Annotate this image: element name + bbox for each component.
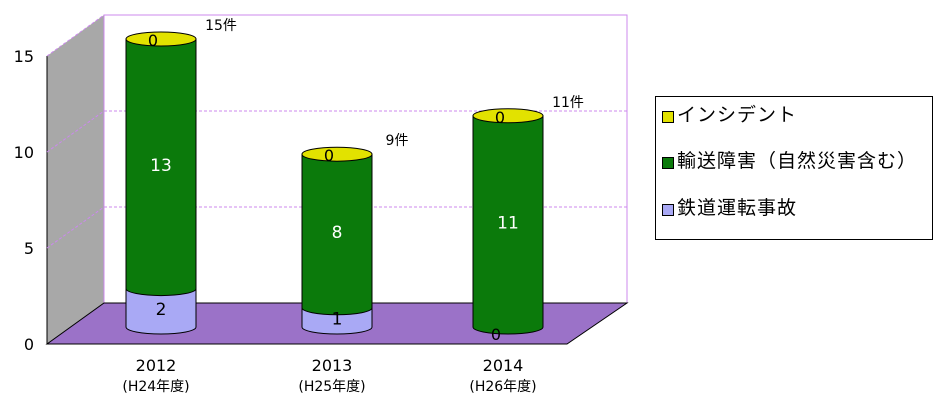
total-label: 9件 <box>386 133 409 149</box>
gridline-side <box>46 206 105 249</box>
data-label: 11 <box>497 213 519 233</box>
gridline-side <box>46 110 105 153</box>
data-label-accident-zero: 0 <box>491 325 501 344</box>
legend-label-transport: 輸送障害（自然災害含む） <box>677 150 918 172</box>
legend-item-incident: インシデント <box>662 105 927 126</box>
bar-top-cap <box>472 108 544 124</box>
bar-2012: 2 13 0 15件 <box>125 18 237 335</box>
legend-swatch-incident <box>662 111 674 123</box>
legend-label-incident: インシデント <box>677 104 798 126</box>
chart-side-wall <box>47 15 104 344</box>
y-tick-label: 5 <box>24 239 34 258</box>
data-label-incident: 0 <box>495 108 505 127</box>
x-tick-label-year: 2013 <box>312 356 353 375</box>
legend-swatch-transport <box>662 157 674 169</box>
data-label: 1 <box>332 309 343 329</box>
total-label: 15件 <box>205 18 237 34</box>
data-label: 8 <box>332 223 343 243</box>
gridline-side <box>46 14 105 57</box>
x-tick-label-year: 2012 <box>136 356 177 375</box>
data-label-incident: 0 <box>324 146 334 165</box>
bar-top-cap <box>301 146 373 162</box>
data-label: 2 <box>156 300 167 320</box>
bar-2013: 1 8 0 9件 <box>301 133 409 335</box>
legend-item-accident: 鉄道運転事故 <box>662 198 927 219</box>
bar-segment-transport <box>301 153 373 316</box>
bar-segment-transport <box>472 115 544 335</box>
y-tick-label: 15 <box>14 47 34 66</box>
bar-segment-transport <box>125 38 197 297</box>
legend-swatch-accident <box>662 204 674 216</box>
legend-label-accident: 鉄道運転事故 <box>677 197 798 219</box>
y-tick-label: 10 <box>14 143 34 162</box>
data-label: 13 <box>150 156 172 176</box>
total-label: 11件 <box>552 95 584 111</box>
bar-top-cap <box>125 31 197 47</box>
y-tick-label: 0 <box>24 335 34 354</box>
x-tick-label-year: 2014 <box>483 356 524 375</box>
x-tick-label-era: (H24年度) <box>122 379 189 395</box>
bar-2014: 11 0 11件 <box>472 95 584 335</box>
legend-item-transport: 輸送障害（自然災害含む） <box>662 151 927 172</box>
bar-segment-accident <box>125 288 197 335</box>
legend: インシデント 輸送障害（自然災害含む） 鉄道運転事故 <box>655 96 933 240</box>
x-tick-label-era: (H26年度) <box>469 379 536 395</box>
x-tick-label-era: (H25年度) <box>298 379 365 395</box>
data-label-incident: 0 <box>148 31 158 50</box>
